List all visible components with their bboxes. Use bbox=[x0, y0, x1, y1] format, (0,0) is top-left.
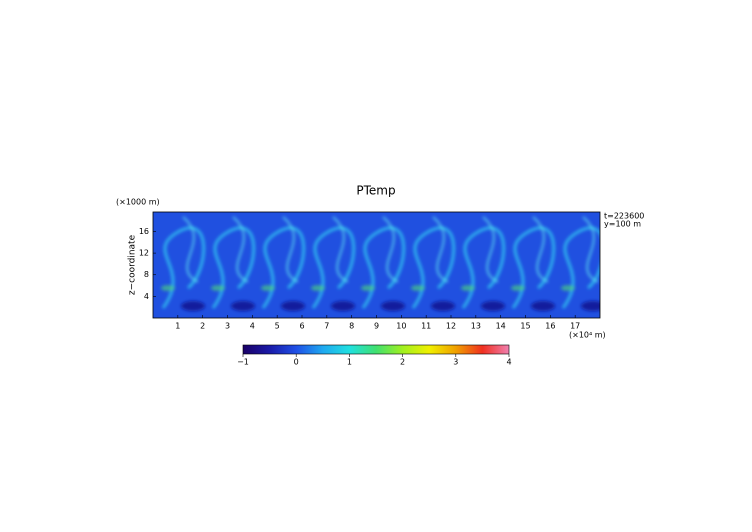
y-annotation: y=100 m bbox=[604, 220, 641, 229]
swirl bbox=[511, 226, 556, 309]
colorbar-tick-label: 4 bbox=[506, 358, 511, 367]
swirl bbox=[461, 226, 506, 309]
swirl bbox=[561, 226, 600, 309]
x-tick-label: 6 bbox=[299, 322, 304, 331]
swirl bbox=[382, 216, 399, 283]
swirl bbox=[261, 226, 306, 309]
x-unit: (×10⁴ m) bbox=[569, 331, 606, 340]
y-tick-label: 8 bbox=[144, 270, 149, 279]
x-tick-label: 1 bbox=[175, 322, 180, 331]
swirl bbox=[432, 216, 449, 283]
x-tick-label: 3 bbox=[225, 322, 230, 331]
swirl bbox=[232, 216, 249, 283]
dark-spot bbox=[231, 301, 255, 311]
x-tick-label: 2 bbox=[200, 322, 205, 331]
y-tick-label: 4 bbox=[144, 292, 149, 301]
x-tick-label: 10 bbox=[396, 322, 406, 331]
y-tick-label: 12 bbox=[139, 249, 149, 258]
x-tick-label: 12 bbox=[446, 322, 456, 331]
y-axis-title: z−coordinate bbox=[128, 234, 138, 295]
x-tick-label: 14 bbox=[496, 322, 506, 331]
x-tick-label: 11 bbox=[421, 322, 431, 331]
x-tick-label: 5 bbox=[275, 322, 280, 331]
dark-spot bbox=[181, 301, 205, 311]
x-tick-label: 4 bbox=[250, 322, 255, 331]
x-tick-label: 15 bbox=[520, 322, 530, 331]
chart-title: PTemp bbox=[356, 184, 395, 198]
x-tick-label: 8 bbox=[349, 322, 354, 331]
swirl bbox=[161, 226, 206, 309]
swirl bbox=[361, 226, 406, 309]
swirl bbox=[411, 226, 456, 309]
x-tick-label: 7 bbox=[324, 322, 329, 331]
warm-spot bbox=[161, 285, 175, 291]
warm-spot bbox=[561, 285, 575, 291]
swirl bbox=[211, 226, 256, 309]
warm-spot bbox=[461, 285, 475, 291]
swirl bbox=[182, 216, 199, 283]
swirl bbox=[332, 216, 349, 283]
x-tick-label: 9 bbox=[374, 322, 379, 331]
x-tick-label: 16 bbox=[545, 322, 555, 331]
dark-spot bbox=[281, 301, 305, 311]
y-tick-label: 16 bbox=[139, 227, 149, 236]
x-tick-label: 13 bbox=[471, 322, 481, 331]
swirl bbox=[532, 216, 549, 283]
dark-spot bbox=[531, 301, 555, 311]
warm-spot bbox=[411, 285, 425, 291]
warm-spot bbox=[361, 285, 375, 291]
colorbar bbox=[242, 344, 510, 355]
warm-spot bbox=[511, 285, 525, 291]
field-background bbox=[153, 212, 600, 318]
dark-spot bbox=[481, 301, 505, 311]
field bbox=[153, 212, 600, 318]
swirl bbox=[311, 226, 356, 309]
dark-spot bbox=[331, 301, 355, 311]
colorbar-tick-label: 1 bbox=[347, 358, 352, 367]
colorbar-tick-label: −1 bbox=[237, 358, 249, 367]
y-unit: (×1000 m) bbox=[116, 198, 160, 207]
colorbar-tick-label: 2 bbox=[400, 358, 405, 367]
time-annotation: t=223600 bbox=[604, 212, 644, 221]
dark-spot bbox=[581, 301, 600, 311]
colorbar-tick-label: 3 bbox=[453, 358, 458, 367]
dark-spot bbox=[431, 301, 455, 311]
field-swirls bbox=[161, 216, 600, 311]
dark-spot bbox=[381, 301, 405, 311]
warm-spot bbox=[311, 285, 325, 291]
swirl bbox=[482, 216, 499, 283]
swirl bbox=[282, 216, 299, 283]
warm-spot bbox=[211, 285, 225, 291]
swirl bbox=[582, 216, 599, 283]
colorbar-tick-label: 0 bbox=[294, 358, 299, 367]
x-tick-label: 17 bbox=[570, 322, 580, 331]
warm-spot bbox=[261, 285, 275, 291]
